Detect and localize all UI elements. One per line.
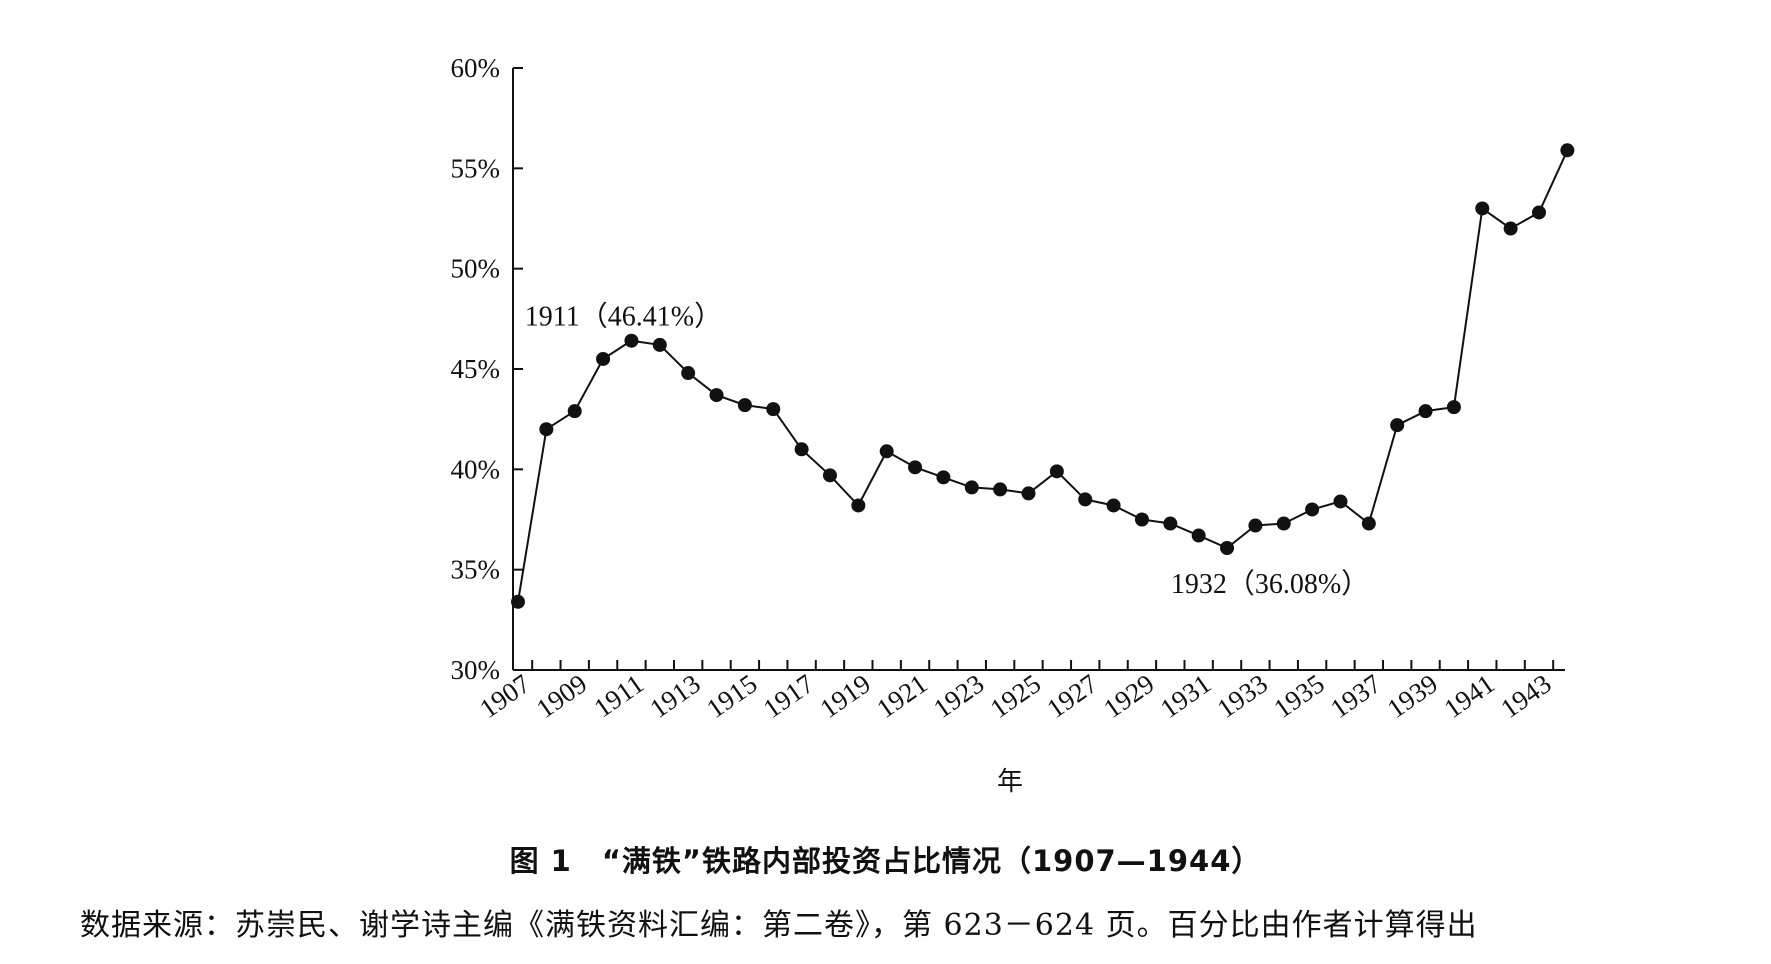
data-point (1333, 494, 1348, 509)
data-point (511, 594, 525, 609)
data-point (737, 398, 752, 413)
data-point (1220, 540, 1235, 555)
series-line (517, 149, 1569, 602)
data-point (596, 351, 611, 366)
data-point (1276, 516, 1291, 531)
data-point (1163, 516, 1178, 531)
x-tick-label: 1941 (1438, 668, 1499, 724)
data-point (1560, 143, 1575, 158)
data-point (539, 422, 554, 437)
x-tick-label: 1909 (531, 668, 592, 724)
data-point (964, 480, 979, 495)
x-tick-label: 1937 (1325, 668, 1386, 724)
data-point (1532, 205, 1546, 220)
x-tick-label: 1925 (985, 668, 1046, 724)
y-tick-label: 60% (451, 53, 501, 83)
data-point (652, 337, 667, 352)
x-tick-label: 1931 (1155, 668, 1216, 724)
data-point (1475, 201, 1490, 216)
x-tick-label: 1933 (1212, 668, 1273, 724)
data-point (851, 498, 866, 513)
annotation-label: 1911（46.41%） (525, 301, 722, 333)
x-tick-label: 1911 (588, 668, 649, 723)
data-point (1191, 528, 1206, 543)
data-point (1106, 498, 1121, 513)
data-point (1134, 512, 1149, 527)
data-point (681, 366, 696, 381)
data-point (1446, 400, 1461, 415)
data-point (766, 402, 781, 417)
x-tick-label: 1919 (815, 668, 876, 724)
y-tick-label: 40% (451, 454, 501, 484)
x-axis-label: 年 (997, 767, 1023, 797)
data-point (1049, 464, 1064, 479)
x-tick-label: 1929 (1098, 668, 1159, 724)
data-point (794, 442, 809, 457)
x-tick-label: 1917 (758, 668, 819, 724)
data-point (908, 460, 923, 475)
y-tick-label: 55% (451, 153, 501, 183)
data-point (1390, 418, 1405, 433)
data-point (879, 444, 894, 459)
x-tick-label: 1923 (928, 668, 989, 724)
data-point (1418, 404, 1433, 419)
x-tick-label: 1915 (701, 668, 762, 724)
data-point (624, 333, 639, 348)
data-point (936, 470, 951, 485)
x-tick-label: 1913 (644, 668, 705, 724)
data-point (1503, 221, 1518, 236)
data-point (1361, 516, 1376, 531)
data-point (1021, 486, 1036, 501)
data-point (709, 388, 724, 403)
x-tick-label: 1939 (1382, 668, 1443, 724)
data-point (1248, 518, 1263, 533)
x-tick-label: 1921 (871, 668, 932, 724)
x-tick-label: 1935 (1268, 668, 1329, 724)
source-note: 数据来源：苏崇民、谢学诗主编《满铁资料汇编：第二卷》，第 623－624 页。百… (80, 908, 1478, 943)
y-tick-label: 30% (451, 655, 501, 685)
figure-title: 图 1 “满铁”铁路内部投资占比情况（1907—1944） (509, 844, 1262, 878)
data-point (993, 482, 1008, 497)
data-point (1305, 502, 1320, 517)
y-tick-label: 50% (451, 254, 501, 284)
y-tick-label: 45% (451, 354, 501, 384)
data-point (1078, 492, 1093, 507)
annotation-label: 1932（36.08%） (1171, 568, 1369, 600)
y-tick-label: 35% (451, 555, 501, 585)
x-tick-label: 1927 (1041, 668, 1102, 724)
data-point (567, 404, 582, 419)
x-tick-label: 1943 (1495, 668, 1556, 724)
data-point (822, 468, 837, 483)
